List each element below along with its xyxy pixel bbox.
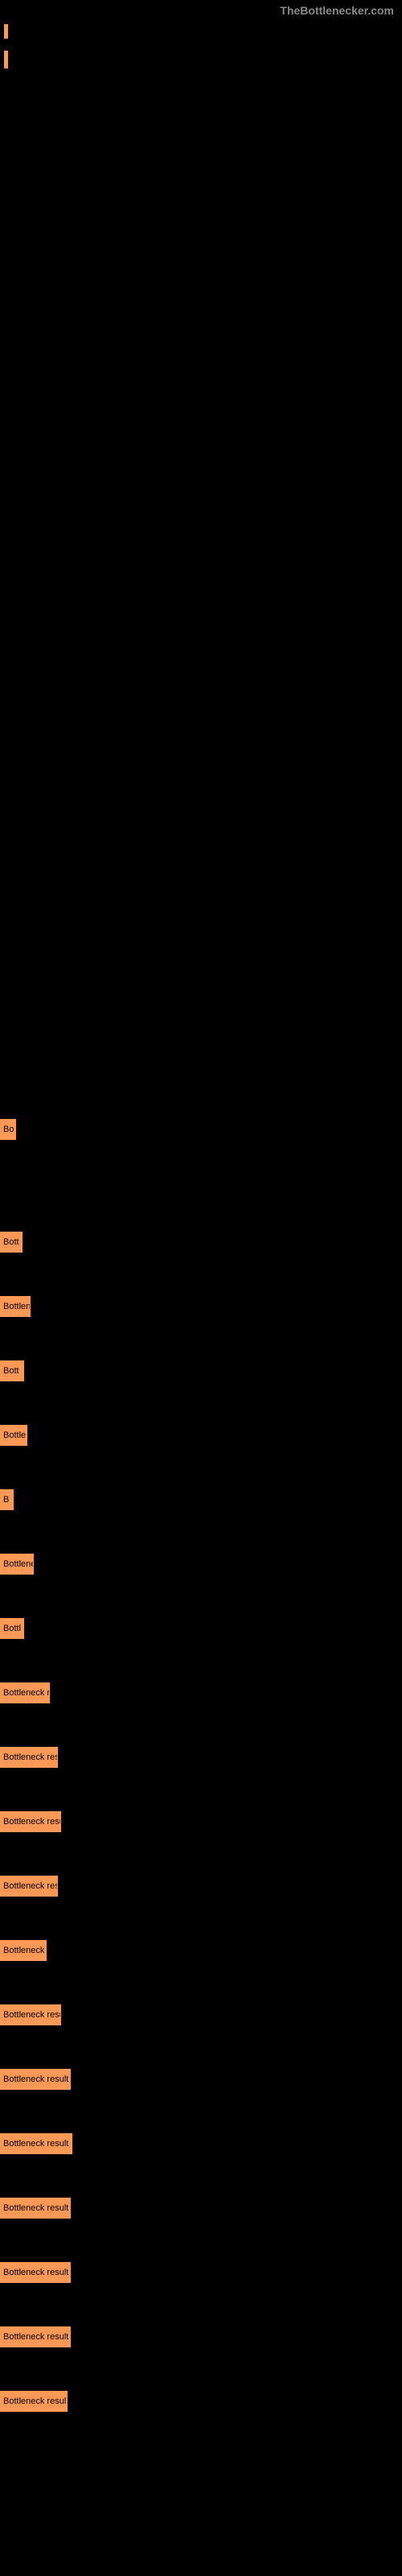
result-row: Bottlen (0, 1296, 31, 1317)
result-row: Bottleneck resu (0, 1811, 61, 1832)
result-bar: Bottleneck r (0, 1682, 50, 1703)
result-bar: B (0, 1489, 14, 1510)
result-row: Bo (0, 1119, 16, 1140)
result-bar: Bottleneck result (0, 2262, 71, 2283)
result-bar: Bottleneck resu (0, 1811, 61, 1832)
result-bar: Bottleneck resul (0, 2391, 68, 2412)
result-bar: Bottleneck res (0, 1876, 58, 1897)
watermark-text: TheBottlenecker.com (280, 4, 394, 17)
result-row: Bottleneck r (0, 1682, 50, 1703)
result-bar: Bottleneck (0, 1940, 47, 1961)
result-bar: Bottlene (0, 1554, 34, 1575)
result-row: B (0, 1489, 14, 1510)
result-row: Bottleneck result (0, 2262, 71, 2283)
result-row: Bottleneck resul (0, 2391, 68, 2412)
result-row: Bottleneck res (0, 1747, 58, 1768)
result-row: Bottleneck result (0, 2326, 71, 2347)
result-bar: Bottleneck result (0, 2326, 71, 2347)
result-bar: Bott (0, 1232, 23, 1253)
result-row: Bottleneck resu (0, 2004, 61, 2025)
result-row: Bottleneck result (0, 2133, 72, 2154)
content-area: TheBottlenecker.com Bo Bott Bottlen Bott Bot… (0, 0, 402, 2576)
result-row: Bottleneck res (0, 1876, 58, 1897)
result-row: Bott (0, 1360, 24, 1381)
result-bar: Bottleneck result (0, 2198, 71, 2219)
result-row: Bottleneck result (0, 2069, 71, 2090)
result-row: Bottleneck (0, 1940, 47, 1961)
result-bar: Bottl (0, 1618, 24, 1639)
result-bar: Bott (0, 1360, 24, 1381)
result-bar: Bottle (0, 1425, 27, 1446)
result-row: Bottleneck result (0, 2198, 71, 2219)
result-row: Bott (0, 1232, 23, 1253)
result-bar: Bottleneck res (0, 1747, 58, 1768)
result-row: Bottlene (0, 1554, 34, 1575)
result-bar: Bottleneck result (0, 2069, 71, 2090)
result-bar: Bottleneck result (0, 2133, 72, 2154)
top-indicator-bar-1 (4, 24, 8, 39)
result-row: Bottle (0, 1425, 27, 1446)
result-bar: Bo (0, 1119, 16, 1140)
result-bar: Bottleneck resu (0, 2004, 61, 2025)
result-row: Bottl (0, 1618, 24, 1639)
top-indicator-bar-2 (4, 51, 8, 68)
result-bar: Bottlen (0, 1296, 31, 1317)
